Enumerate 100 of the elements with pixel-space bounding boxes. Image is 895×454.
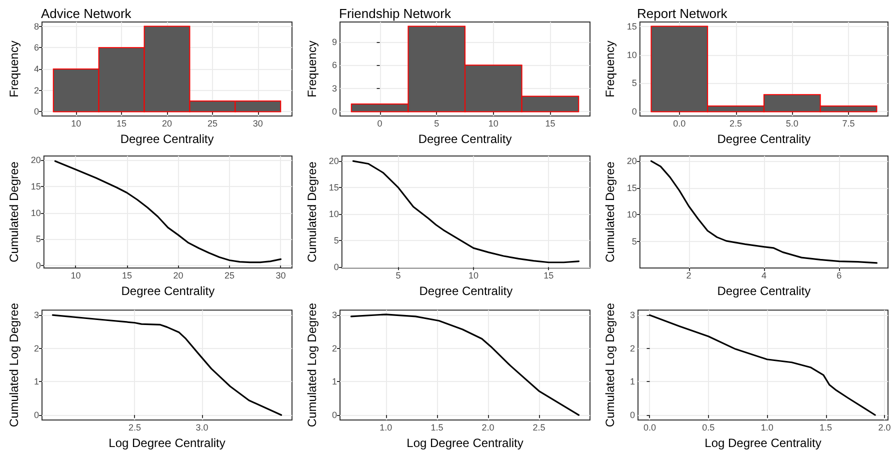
y-axis-title: Frequency [305, 40, 319, 98]
x-tick-label: 6 [836, 270, 842, 280]
x-tick-label: 1.5 [430, 422, 444, 432]
y-tick-label: 5 [334, 236, 339, 246]
y-tick-label: 15 [626, 182, 637, 193]
x-tick-label: 10 [71, 118, 82, 128]
line-series [54, 160, 282, 264]
y-axis-title: Cumulated Degree [305, 161, 319, 262]
x-axis-title: Degree Centrality [418, 132, 512, 146]
y-tick-label: 20 [328, 156, 339, 166]
x-tick-label: 15 [116, 118, 127, 128]
y-tick-label: 9 [332, 36, 337, 47]
x-tick-label: 15 [122, 270, 132, 280]
x-tick-label: 10 [70, 270, 81, 280]
x-tick-label: 3.0 [196, 422, 208, 432]
y-tick-label: 1 [332, 376, 337, 387]
chart-title: Friendship Network [339, 6, 452, 21]
y-tick-label: 0 [632, 106, 637, 117]
y-tick-label: 15 [30, 181, 41, 192]
y-tick-label: 0 [36, 260, 41, 271]
x-axis-title: Log Degree Centrality [704, 436, 822, 450]
line-series [650, 160, 878, 264]
x-tick-label: 2.0 [878, 422, 891, 432]
x-tick-label: 1.0 [380, 422, 392, 432]
line-series [350, 314, 580, 416]
y-tick-label: 0 [630, 410, 635, 420]
y-tick-label: 10 [626, 50, 637, 60]
y-tick-label: 15 [626, 21, 637, 32]
x-axis-title: Degree Centrality [120, 132, 214, 146]
y-tick-label: 2 [332, 343, 337, 354]
x-tick-label: 2.5 [532, 422, 546, 432]
x-axis-title: Log Degree Centrality [406, 436, 524, 450]
y-tick-label: 5 [36, 234, 41, 244]
x-axis-title: Log Degree Centrality [108, 436, 226, 450]
x-tick-label: 2.0 [482, 422, 494, 432]
x-tick-label: 15 [544, 270, 554, 280]
x-tick-label: 25 [224, 270, 234, 280]
y-tick-label: 0 [334, 262, 339, 272]
x-tick-label: 0.0 [643, 422, 656, 432]
x-tick-label: 30 [276, 270, 286, 280]
x-tick-label: 1.0 [760, 422, 774, 432]
y-tick-label: 2 [34, 343, 39, 354]
y-tick-label: 8 [34, 21, 39, 32]
x-axis-title: Degree Centrality [717, 132, 811, 146]
chart-title: Advice Network [41, 6, 132, 21]
x-axis-title: Degree Centrality [419, 284, 513, 298]
x-tick-label: 0.5 [702, 422, 715, 432]
y-axis-title: Frequency [603, 40, 617, 98]
y-axis-title: Cumulated Log Degree [305, 302, 319, 428]
x-tick-label: 1.5 [820, 422, 832, 432]
x-tick-label: 2 [686, 270, 692, 280]
x-axis-title: Degree Centrality [121, 284, 215, 298]
y-axis-title: Cumulated Log Degree [603, 302, 617, 428]
y-tick-label: 3 [332, 310, 337, 320]
x-tick-label: 0.0 [673, 118, 686, 128]
y-tick-label: 20 [30, 155, 41, 166]
y-tick-label: 5 [632, 236, 637, 246]
x-tick-label: 20 [162, 118, 172, 128]
y-tick-label: 6 [332, 60, 337, 70]
x-tick-label: 2.5 [730, 118, 742, 128]
x-tick-label: 20 [173, 270, 184, 280]
y-tick-label: 10 [30, 208, 41, 218]
y-tick-label: 3 [630, 310, 635, 320]
y-tick-label: 10 [328, 209, 339, 220]
y-tick-label: 3 [332, 83, 337, 94]
y-tick-label: 3 [34, 310, 39, 320]
y-tick-label: 1 [630, 376, 635, 387]
chart-title: Report Network [637, 6, 728, 21]
x-tick-label: 2.5 [128, 422, 141, 432]
x-tick-label: 25 [207, 118, 218, 128]
y-tick-label: 2 [630, 343, 635, 354]
line-series [52, 314, 282, 416]
y-tick-label: 0 [34, 106, 39, 117]
y-axis-title: Cumulated Log Degree [7, 302, 21, 428]
y-tick-label: 15 [328, 182, 339, 193]
x-tick-label: 4 [761, 270, 766, 280]
x-tick-label: 10 [488, 118, 498, 128]
x-axis-title: Degree Centrality [717, 284, 811, 298]
y-tick-label: 10 [626, 210, 637, 220]
x-tick-label: 15 [545, 118, 556, 128]
y-axis-title: Cumulated Degree [7, 161, 21, 262]
x-tick-label: 5.0 [786, 118, 798, 128]
x-tick-label: 10 [468, 270, 478, 280]
x-tick-label: 30 [252, 118, 263, 128]
y-axis-title: Cumulated Degree [603, 161, 617, 262]
y-tick-label: 6 [34, 42, 39, 53]
y-tick-label: 1 [34, 376, 39, 387]
y-tick-label: 4 [34, 64, 39, 74]
y-tick-label: 5 [632, 78, 637, 88]
x-tick-label: 0 [377, 118, 382, 128]
y-tick-label: 0 [34, 410, 39, 420]
y-tick-label: 0 [332, 106, 337, 117]
line-series [352, 160, 580, 264]
y-axis-title: Frequency [7, 40, 21, 98]
y-tick-label: 20 [626, 156, 637, 166]
x-tick-label: 7.5 [842, 118, 855, 128]
x-tick-label: 5 [434, 118, 440, 128]
x-tick-label: 5 [396, 270, 401, 280]
y-tick-label: 0 [332, 410, 337, 420]
y-tick-label: 2 [34, 85, 39, 96]
